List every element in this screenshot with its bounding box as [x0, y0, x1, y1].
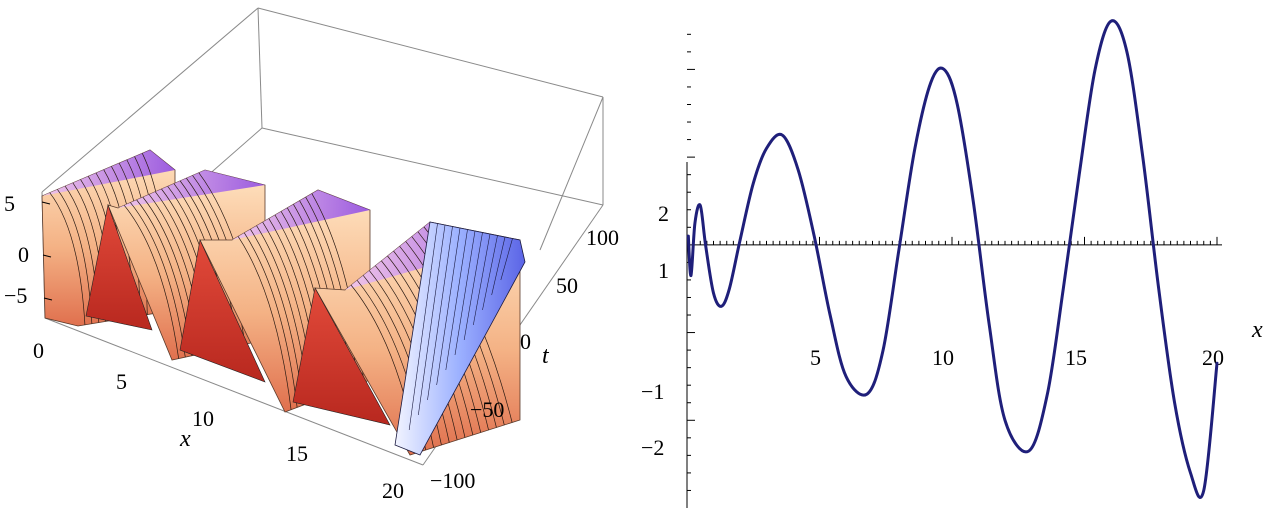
surface-crest — [42, 150, 175, 196]
surface-plot: 5 0 −5 0 5 10 15 20 x 100 50 0 −50 −100 … — [4, 7, 619, 503]
z-axis-ticks: 5 0 −5 — [4, 191, 53, 308]
x-tick-label: 5 — [810, 345, 821, 370]
mesh-line — [427, 226, 453, 401]
x-tick-label: 15 — [286, 441, 308, 466]
mesh-line — [123, 205, 179, 359]
mesh-line — [436, 227, 461, 386]
mesh-line — [408, 223, 438, 431]
x-tick-label: 0 — [33, 338, 44, 363]
y-axis-ticks: 2 1 −1 −2 — [641, 201, 669, 460]
x-axis-label: x — [1251, 317, 1263, 343]
y-tick-label: 1 — [658, 258, 669, 283]
z-tick-label: 0 — [18, 242, 29, 267]
mesh-line — [491, 236, 506, 296]
x-axis-ticks: 5 10 15 20 — [810, 345, 1224, 370]
x-tick-label: 20 — [382, 478, 404, 503]
mesh-line — [418, 224, 446, 416]
t-axis-label: t — [542, 343, 550, 369]
t-axis-ticks: 100 50 0 −50 −100 — [430, 225, 619, 493]
surface-trough — [85, 203, 153, 331]
y-tick-label: −2 — [641, 435, 664, 460]
surface-mesh — [41, 149, 526, 456]
x-tick-label: 10 — [192, 406, 214, 431]
mesh-line — [130, 202, 186, 358]
mesh-line — [500, 238, 513, 281]
x-tick-label: 20 — [1202, 345, 1224, 370]
mesh-line — [482, 235, 498, 311]
surface-crest — [232, 190, 370, 240]
mesh-line — [454, 230, 476, 356]
y-tick-label: 2 — [658, 201, 669, 226]
mesh-line — [463, 232, 483, 341]
t-tick-label: 50 — [556, 273, 578, 298]
t-tick-label: 0 — [520, 329, 531, 354]
line-plot: 2 1 −1 −2 5 10 15 20 x — [641, 19, 1263, 508]
z-tick-label: 5 — [4, 191, 15, 216]
surface-plot-panel: 5 0 −5 0 5 10 15 20 x 100 50 0 −50 −100 … — [0, 0, 640, 515]
mesh-line — [473, 233, 491, 326]
x-axis-ticks: 0 5 10 15 20 — [33, 338, 404, 503]
axes — [686, 162, 1222, 508]
x-tick-label: 5 — [116, 369, 127, 394]
mesh-line — [445, 229, 468, 371]
x-tick-label: 10 — [932, 345, 954, 370]
x-axis-label: x — [179, 426, 191, 452]
mesh-line — [243, 232, 298, 408]
surface-trough — [179, 239, 266, 383]
line-plot-panel: 2 1 −1 −2 5 10 15 20 x — [640, 0, 1272, 515]
series-line — [686, 19, 1219, 499]
tick-marks — [687, 33, 1218, 491]
mesh-line — [49, 192, 86, 325]
t-tick-label: −100 — [430, 468, 475, 493]
mesh-line — [237, 236, 292, 410]
surface-trough — [292, 287, 391, 426]
x-tick-label: 15 — [1065, 345, 1087, 370]
surface-crest — [118, 170, 265, 208]
t-tick-label: −50 — [470, 397, 504, 422]
z-tick-label: −5 — [4, 283, 27, 308]
t-tick-label: 100 — [586, 225, 619, 250]
y-tick-label: −1 — [641, 379, 664, 404]
